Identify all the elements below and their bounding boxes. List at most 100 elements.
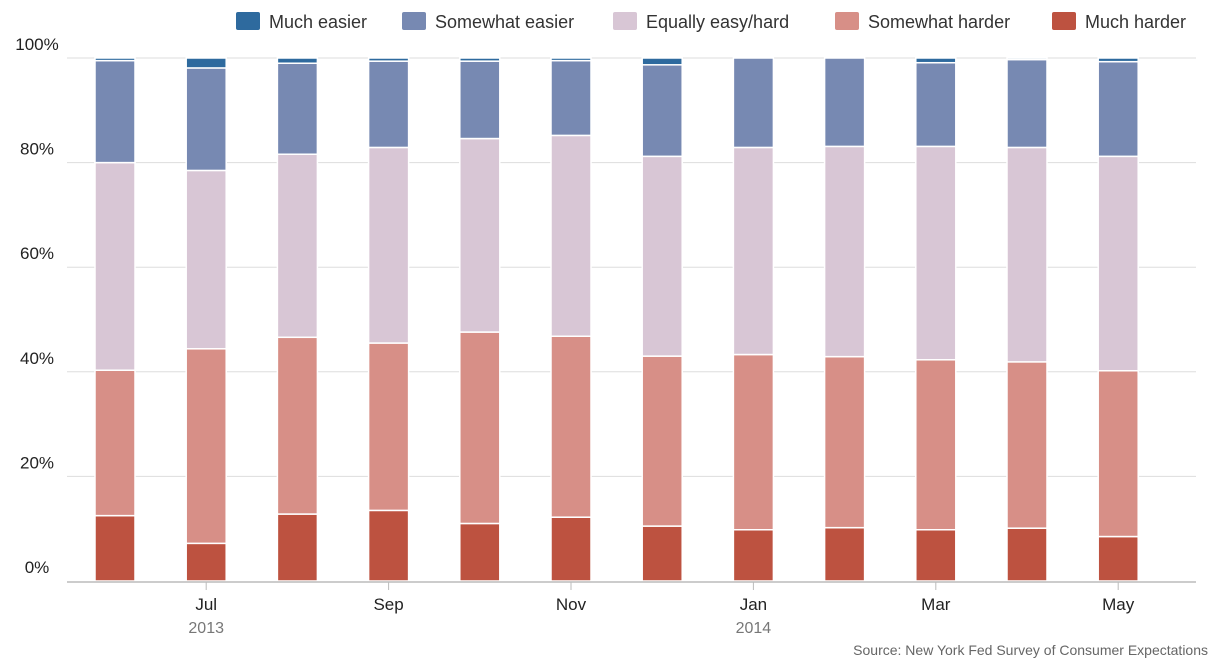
- legend-label: Somewhat harder: [868, 12, 1010, 32]
- y-tick-label: 80%: [20, 140, 54, 159]
- bar-segment-somewhat-harder: [1097, 370, 1139, 538]
- legend-item: Equally easy/hard: [613, 12, 789, 32]
- bar-stack: [550, 57, 592, 582]
- bar-segment-somewhat-harder: [550, 335, 592, 518]
- legend-swatch: [402, 12, 426, 30]
- legend-item: Somewhat harder: [835, 12, 1010, 32]
- bar-segment-somewhat-harder: [367, 342, 410, 512]
- bar-segment-somewhat-easier: [823, 57, 866, 148]
- bar-segment-much-easier: [367, 57, 410, 62]
- bar-segment-somewhat-easier: [732, 57, 775, 149]
- y-axis-ticks: 0% 20% 40% 60% 80% 100%: [15, 35, 58, 577]
- bar-stack: [367, 57, 410, 582]
- bar-stack: [459, 57, 501, 582]
- bar-segment-much-easier: [94, 57, 136, 62]
- bar-stack: [1097, 57, 1139, 582]
- bar-segment-equally-easy-hard: [1097, 155, 1139, 372]
- bar-segment-equally-easy-hard: [732, 146, 775, 356]
- bar-segment-equally-easy-hard: [1006, 146, 1048, 363]
- bar-segment-equally-easy-hard: [367, 146, 410, 344]
- x-tick-label: Nov: [556, 595, 587, 614]
- legend-swatch: [613, 12, 637, 30]
- bar-segment-much-harder: [732, 528, 775, 582]
- bar-segment-somewhat-harder: [94, 369, 136, 517]
- legend-label: Somewhat easier: [435, 12, 574, 32]
- bar-segment-much-easier: [550, 57, 592, 62]
- bar-segment-much-easier: [185, 57, 227, 69]
- bar-segment-much-harder: [1006, 527, 1048, 582]
- bar-segment-equally-easy-hard: [915, 145, 957, 361]
- bar-segment-somewhat-harder: [823, 355, 866, 529]
- bar-segment-somewhat-harder: [1006, 361, 1048, 529]
- legend-label: Much easier: [269, 12, 367, 32]
- legend-item: Much harder: [1052, 12, 1186, 32]
- bar-segment-somewhat-harder: [459, 331, 501, 525]
- legend-item: Somewhat easier: [402, 12, 574, 32]
- bar-segment-somewhat-easier: [1097, 60, 1139, 158]
- bar-stack: [732, 57, 775, 582]
- bar-segment-much-easier: [1006, 57, 1048, 61]
- legend-swatch: [835, 12, 859, 30]
- legend-label: Much harder: [1085, 12, 1186, 32]
- x-tick-label: Sep: [373, 595, 403, 614]
- y-tick-label: 0%: [25, 558, 50, 577]
- bar-stack: [641, 57, 683, 582]
- bar-segment-much-harder: [94, 514, 136, 582]
- legend: Much easier Somewhat easier Equally easy/h…: [236, 12, 1186, 32]
- bar-segment-somewhat-easier: [550, 59, 592, 137]
- bar-segment-equally-easy-hard: [94, 161, 136, 371]
- x-axis-ticks: Jul 2013 Sep Nov Jan 2014 Mar May: [188, 582, 1135, 637]
- legend-label: Equally easy/hard: [646, 12, 789, 32]
- y-tick-label: 40%: [20, 349, 54, 368]
- bar-segment-somewhat-harder: [276, 336, 319, 515]
- bar-segment-somewhat-easier: [185, 67, 227, 172]
- bar-segment-much-harder: [915, 528, 957, 582]
- bar-segment-somewhat-easier: [459, 60, 501, 140]
- legend-item: Much easier: [236, 12, 367, 32]
- bar-segment-much-harder: [823, 526, 866, 582]
- bar-segment-somewhat-harder: [732, 353, 775, 531]
- bar-stack: [94, 57, 136, 582]
- x-tick-year-label: 2014: [736, 620, 772, 637]
- legend-swatch: [236, 12, 260, 30]
- bar-segment-somewhat-harder: [915, 359, 957, 531]
- bar-segment-somewhat-easier: [915, 61, 957, 148]
- bar-segment-somewhat-harder: [641, 355, 683, 527]
- x-tick-label: Jan: [740, 595, 767, 614]
- bar-segment-equally-easy-hard: [276, 153, 319, 339]
- bar-segment-much-harder: [1097, 535, 1139, 582]
- bar-segment-much-easier: [276, 57, 319, 64]
- bar-segment-somewhat-easier: [276, 62, 319, 155]
- bars: [94, 57, 1139, 582]
- y-tick-label: 100%: [15, 35, 58, 54]
- bar-segment-somewhat-easier: [641, 64, 683, 158]
- bar-segment-equally-easy-hard: [459, 137, 501, 333]
- bar-stack: [1006, 57, 1048, 582]
- bar-segment-much-easier: [915, 57, 957, 64]
- bar-segment-much-easier: [459, 57, 501, 62]
- bar-segment-equally-easy-hard: [641, 155, 683, 357]
- bar-segment-somewhat-harder: [185, 348, 227, 545]
- x-tick-label: Jul: [195, 595, 217, 614]
- bar-segment-much-harder: [185, 542, 227, 582]
- bar-stack: [276, 57, 319, 582]
- y-tick-label: 60%: [20, 244, 54, 263]
- bar-stack: [185, 57, 227, 582]
- bar-segment-much-easier: [641, 57, 683, 66]
- bar-segment-equally-easy-hard: [550, 134, 592, 337]
- bar-segment-much-harder: [641, 525, 683, 582]
- bar-segment-much-harder: [550, 516, 592, 582]
- bar-segment-much-harder: [367, 509, 410, 582]
- legend-swatch: [1052, 12, 1076, 30]
- x-tick-label: May: [1102, 595, 1135, 614]
- source-note: Source: New York Fed Survey of Consumer …: [853, 642, 1208, 658]
- bar-segment-much-harder: [459, 522, 501, 582]
- bar-segment-somewhat-easier: [94, 59, 136, 164]
- bar-segment-equally-easy-hard: [823, 145, 866, 358]
- bar-stack: [823, 57, 866, 582]
- bar-segment-much-easier: [1097, 57, 1139, 63]
- bar-segment-equally-easy-hard: [185, 169, 227, 350]
- bar-segment-somewhat-easier: [1006, 58, 1048, 149]
- bar-segment-somewhat-easier: [367, 60, 410, 149]
